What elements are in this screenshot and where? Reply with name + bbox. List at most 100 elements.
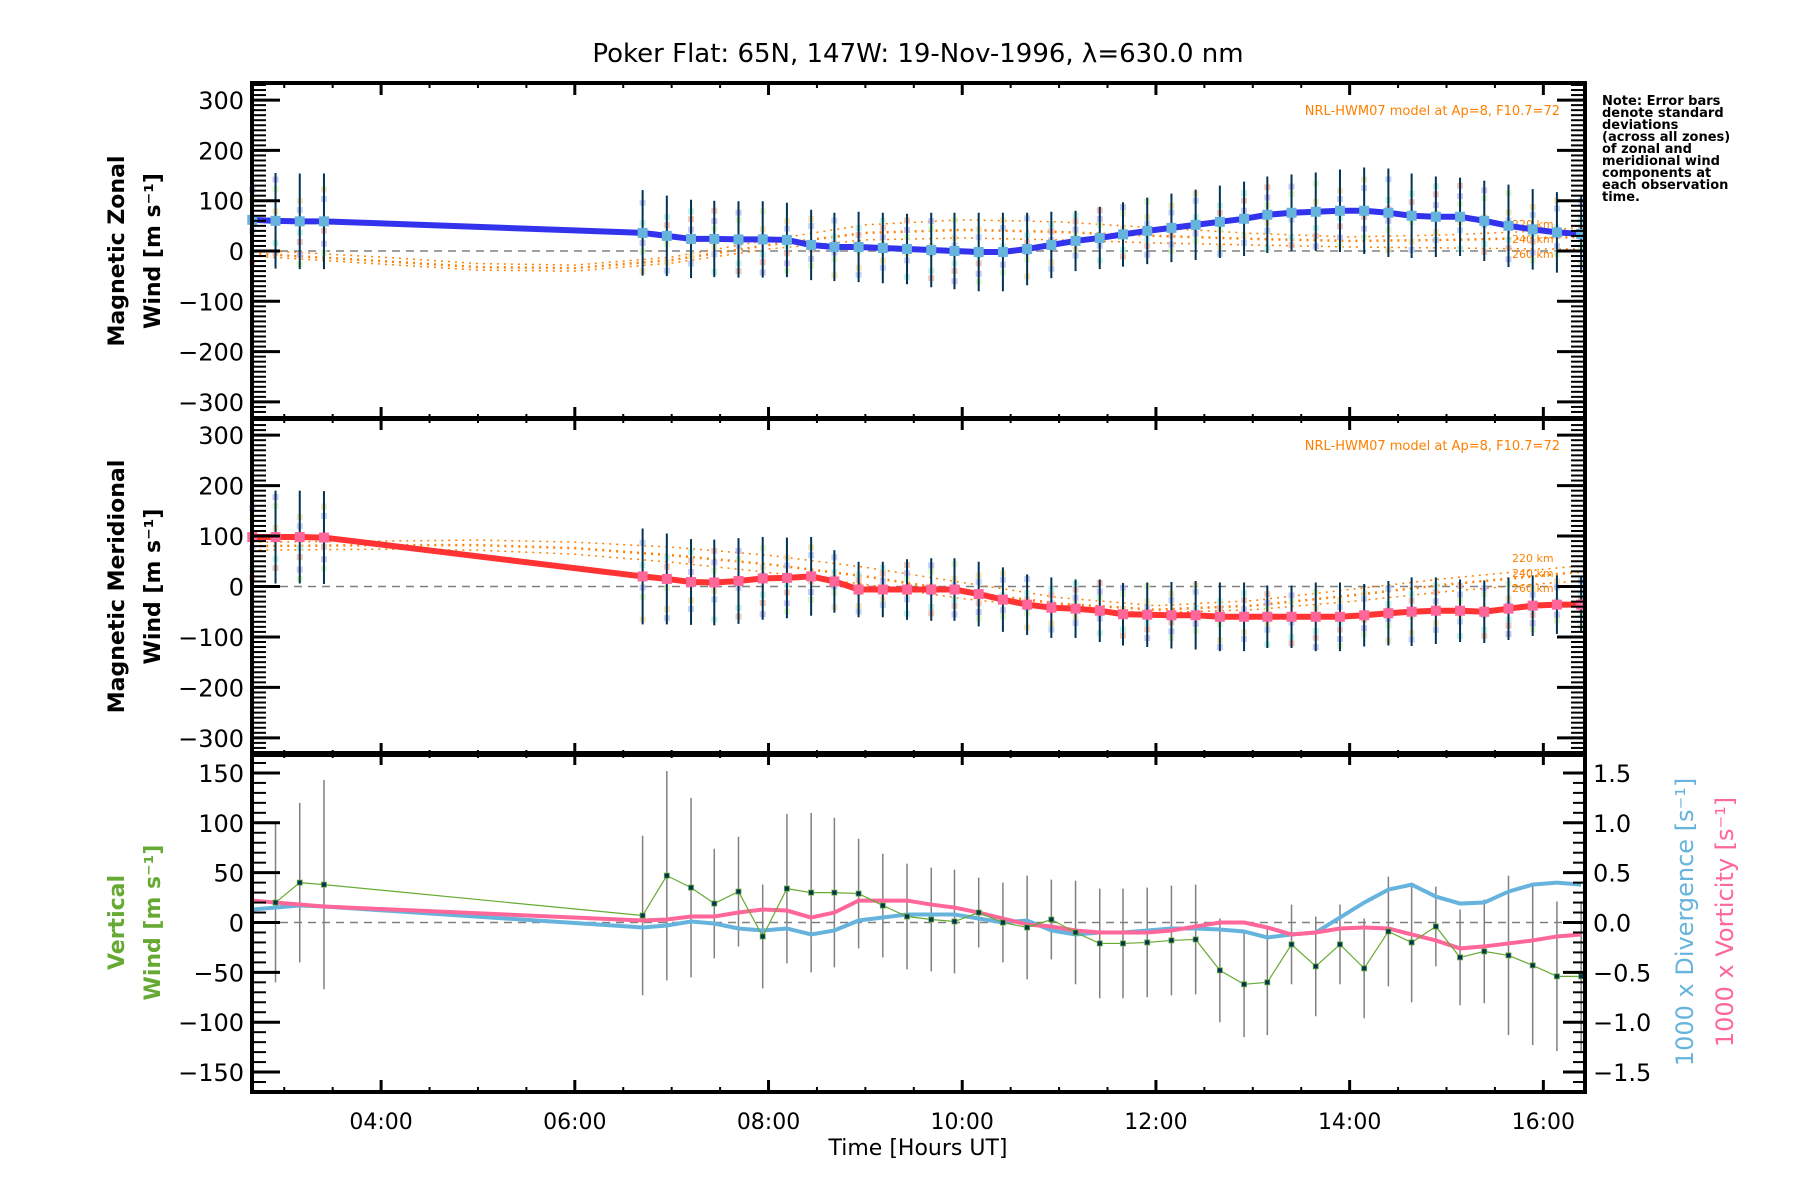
model-label: NRL-HWM07 model at Ap=8, F10.7=72	[1305, 439, 1560, 454]
data-point	[1262, 209, 1273, 220]
data-point	[1192, 936, 1199, 943]
y-tick-label: −300	[178, 389, 244, 417]
zonal-wind-line	[252, 207, 1582, 256]
data-point	[757, 234, 768, 245]
data-point	[951, 918, 958, 925]
x-tick-label: 04:00	[349, 1110, 412, 1135]
y-tick-label: −300	[178, 725, 244, 753]
data-point	[1118, 229, 1129, 240]
model-curve-260km	[252, 548, 1586, 614]
data-point	[1048, 916, 1055, 923]
data-point	[1385, 928, 1392, 935]
y-tick-label: 0	[229, 574, 244, 602]
data-point	[1072, 929, 1079, 936]
data-point	[318, 216, 329, 227]
data-point	[1190, 610, 1201, 621]
data-point	[1361, 965, 1368, 972]
data-point	[829, 241, 840, 252]
data-point	[902, 584, 913, 595]
data-point	[1479, 606, 1490, 617]
data-point	[1505, 952, 1512, 959]
data-point	[733, 234, 744, 245]
y-tick-label: −200	[178, 339, 244, 367]
data-point	[321, 881, 327, 888]
data-point	[997, 247, 1008, 258]
y-axis-label-line1: Magnetic Meridional	[105, 460, 130, 713]
data-point	[661, 230, 672, 241]
data-point	[1359, 205, 1370, 216]
data-point	[1142, 225, 1153, 236]
data-point	[1070, 235, 1081, 246]
y2-tick-label: 1.5	[1593, 760, 1631, 788]
data-point	[1070, 603, 1081, 614]
data-point	[1144, 939, 1151, 946]
data-point	[1096, 940, 1103, 947]
data-point	[1000, 919, 1006, 926]
y-tick-label: 100	[198, 523, 244, 551]
y-tick-label: 200	[198, 473, 244, 501]
data-point	[877, 242, 888, 253]
y-tick-label: −200	[178, 674, 244, 702]
data-point	[1383, 608, 1394, 619]
data-point	[1527, 600, 1538, 611]
data-point	[1094, 605, 1105, 616]
model-curve-260km	[252, 237, 1585, 272]
data-point	[688, 884, 694, 891]
data-point	[759, 933, 766, 940]
y2-label-divergence: 1000 x Divergence [s⁻¹]	[1671, 778, 1699, 1066]
model-altitude-label: 220 km	[1512, 552, 1554, 565]
data-point	[1166, 610, 1177, 621]
data-point	[1432, 923, 1439, 930]
data-point	[1190, 219, 1201, 230]
panel-vertical: −1.5 −1.0 −0.5 0.0 0.5 1.0 1.5 1000 x Divergenc…	[105, 751, 1739, 1161]
data-point	[1288, 941, 1295, 948]
data-point	[1022, 243, 1033, 254]
x-tick-label: 16:00	[1512, 1110, 1575, 1135]
data-point	[294, 532, 305, 543]
data-point	[1481, 948, 1488, 955]
model-label: NRL-HWM07 model at Ap=8, F10.7=72	[1305, 104, 1560, 119]
y-tick-label: 100	[198, 188, 244, 216]
data-point	[711, 900, 718, 907]
data-point	[1576, 228, 1587, 239]
y-tick-label: −100	[178, 288, 244, 316]
data-point	[1214, 611, 1225, 622]
data-point	[709, 577, 720, 588]
data-point	[735, 888, 742, 895]
data-point	[829, 576, 840, 587]
data-point	[1094, 232, 1105, 243]
data-point	[1337, 941, 1343, 948]
data-point	[853, 584, 864, 595]
y-tick-label: 300	[198, 422, 244, 450]
data-point	[1576, 599, 1587, 610]
y2-tick-label: 0.0	[1593, 910, 1631, 938]
y-axis-label-line1: Vertical	[105, 875, 130, 970]
x-tick-label: 06:00	[543, 1110, 606, 1135]
data-point	[1216, 967, 1223, 974]
data-point	[1334, 611, 1345, 622]
y2-tick-label: −1.5	[1593, 1059, 1651, 1087]
data-point	[1264, 979, 1271, 986]
y-tick-label: −100	[178, 624, 244, 652]
y-tick-label: 0	[229, 238, 244, 266]
data-point	[1554, 973, 1560, 980]
data-point	[1142, 609, 1153, 620]
data-point	[1024, 924, 1031, 931]
chart-title: Poker Flat: 65N, 147W: 19-Nov-1996, λ=63…	[592, 39, 1243, 69]
data-point	[926, 244, 937, 255]
data-point	[1406, 210, 1417, 221]
x-tick-label: 12:00	[1124, 1110, 1187, 1135]
data-point	[973, 247, 984, 258]
y-tick-label: −100	[178, 1009, 244, 1037]
data-point	[831, 889, 838, 896]
data-point	[1529, 962, 1536, 969]
data-point	[1118, 609, 1129, 620]
data-point	[1503, 220, 1514, 231]
data-point	[663, 872, 670, 879]
y2-tick-label: 0.5	[1593, 860, 1631, 888]
data-point	[1166, 222, 1177, 233]
data-point	[1312, 963, 1319, 970]
data-point	[1022, 599, 1033, 610]
